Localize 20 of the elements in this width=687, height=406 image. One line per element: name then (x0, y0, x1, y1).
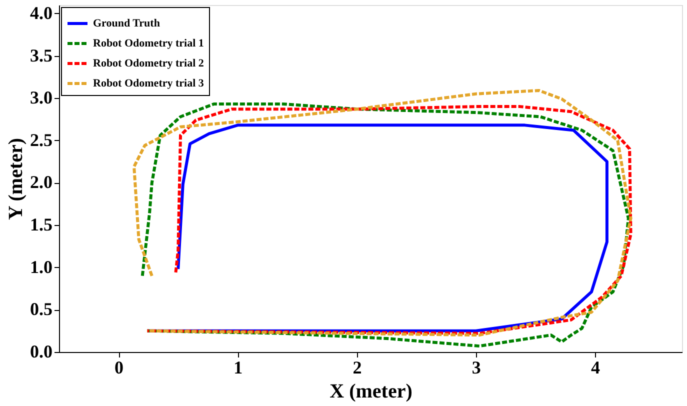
x-tick-label: 2 (352, 358, 362, 378)
y-tick-label: 1.0 (30, 256, 52, 277)
x-tick-label: 3 (472, 358, 481, 378)
x-tick-label: 1 (234, 358, 243, 378)
legend-label: Robot Odometry trial 3 (93, 78, 204, 90)
x-tick-label: 4 (591, 358, 600, 378)
y-tick-label: 2.0 (30, 172, 52, 192)
y-tick-label: 3.0 (30, 88, 52, 108)
legend-label: Robot Odometry trial 2 (93, 58, 204, 70)
x-axis-title: X (meter) (330, 380, 412, 402)
y-tick-label: 1.5 (30, 214, 52, 235)
y-tick-label: 0.5 (30, 299, 52, 320)
x-tick-label: 0 (114, 358, 124, 378)
legend-label: Robot Odometry trial 1 (93, 38, 204, 50)
y-tick-label: 4.0 (30, 2, 52, 23)
y-axis-title: Y (meter) (5, 138, 27, 220)
y-tick-label: 3.5 (30, 45, 52, 66)
y-tick-label: 2.5 (30, 130, 52, 150)
y-tick-label: 0.0 (30, 342, 52, 362)
legend-label: Ground Truth (93, 18, 160, 30)
